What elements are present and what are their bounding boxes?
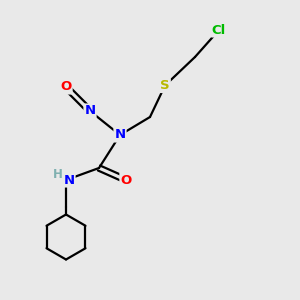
Text: H: H bbox=[53, 168, 62, 181]
Text: O: O bbox=[120, 173, 132, 187]
Text: N: N bbox=[84, 104, 96, 118]
Text: O: O bbox=[60, 80, 72, 94]
Text: Cl: Cl bbox=[212, 23, 226, 37]
Text: N: N bbox=[63, 173, 75, 187]
Text: N: N bbox=[114, 128, 126, 142]
Text: S: S bbox=[160, 79, 170, 92]
